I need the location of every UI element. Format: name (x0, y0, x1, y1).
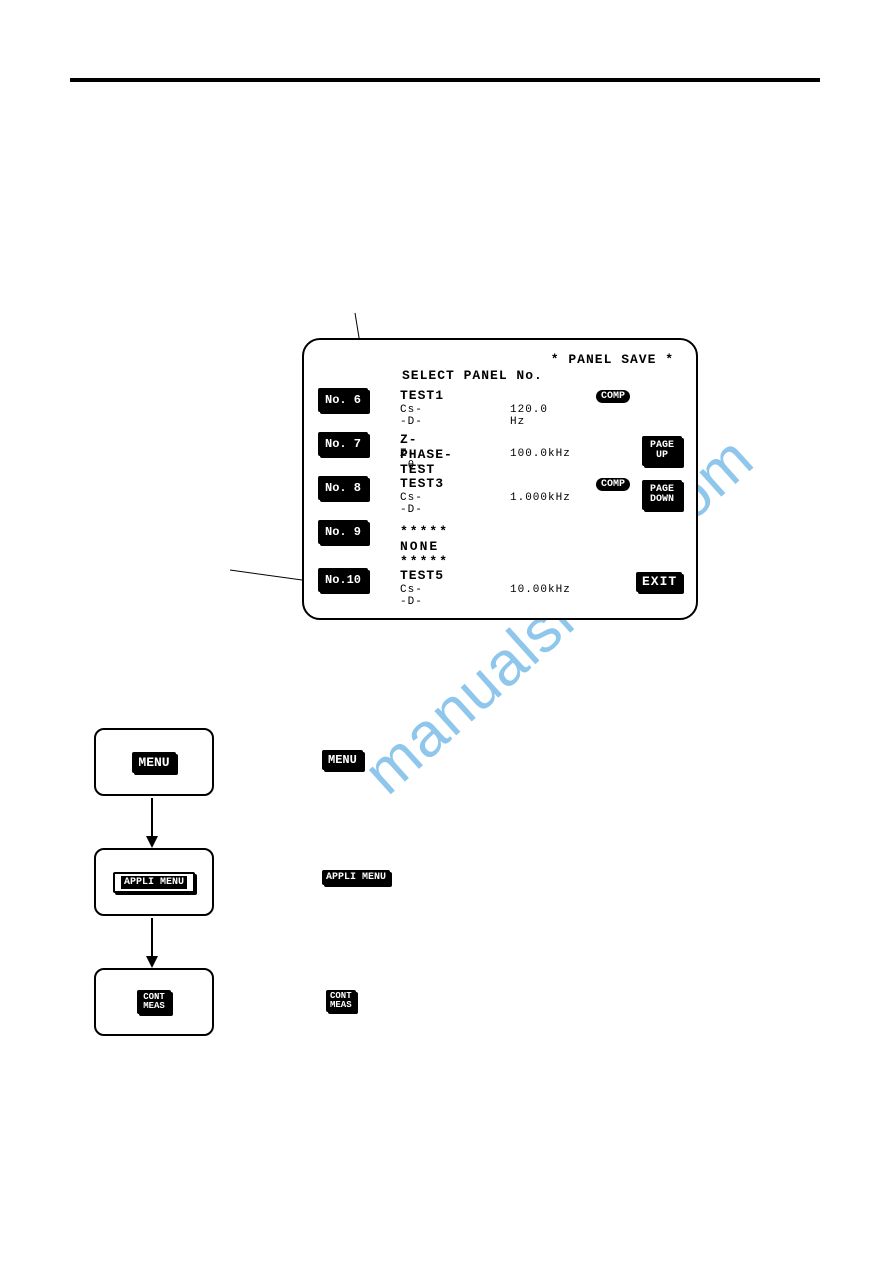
callout-lines (0, 0, 893, 1263)
panel-freq: 1.000kHz (510, 492, 571, 504)
panel-name: TEST3 (400, 476, 444, 491)
menu-button[interactable]: MENU (132, 752, 175, 773)
panel-no-button[interactable]: No. 7 (318, 432, 368, 456)
panel-title: * PANEL SAVE * (551, 352, 674, 367)
inline-appli-label: APPLI MENU (322, 870, 390, 885)
panel-freq: 100.0kHz (510, 448, 571, 460)
panel-params: Z- -θ- (400, 448, 423, 472)
panel-params: Cs- -D- (400, 492, 423, 516)
panel-no-button[interactable]: No. 9 (318, 520, 368, 544)
panel-row: No. 7 Z-PHASE-TEST Z- -θ- 100.0kHz (318, 432, 368, 474)
appli-menu-label: APPLI MENU (121, 876, 187, 889)
panel-no-button[interactable]: No. 8 (318, 476, 368, 500)
panel-freq: 10.00kHz (510, 584, 571, 596)
page-down-line2: DOWN (650, 494, 674, 505)
inline-menu-label: MENU (322, 750, 363, 770)
flow-step-appli-menu: APPLI MENU (94, 848, 214, 916)
inline-cont-label: CONT MEAS (326, 990, 356, 1012)
comp-badge: COMP (596, 478, 630, 491)
cont-meas-button[interactable]: CONT MEAS (137, 990, 171, 1014)
page-up-line2: UP (656, 450, 668, 461)
flow-step-cont-meas: CONT MEAS (94, 968, 214, 1036)
panel-no-button[interactable]: No.10 (318, 568, 368, 592)
panel-name: TEST5 (400, 568, 444, 583)
panel-params: Cs- -D- (400, 404, 423, 428)
header-rule (70, 78, 820, 82)
panel-row: No. 9 ***** NONE ***** (318, 520, 368, 562)
page-up-button[interactable]: PAGE UP (642, 436, 682, 466)
appli-menu-button[interactable]: APPLI MENU (113, 872, 195, 893)
panel-params: Cs- -D- (400, 584, 423, 608)
page-down-button[interactable]: PAGE DOWN (642, 480, 682, 510)
panel-row: No. 6 TEST1 Cs- -D- 120.0 Hz COMP (318, 388, 368, 430)
panel-row: No. 8 TEST3 Cs- -D- 1.000kHz COMP (318, 476, 368, 518)
comp-badge: COMP (596, 390, 630, 403)
panel-none: ***** NONE ***** (400, 524, 449, 569)
flow-step-menu: MENU (94, 728, 214, 796)
lcd-panel: * PANEL SAVE * SELECT PANEL No. No. 6 TE… (302, 338, 698, 620)
panel-select-label: SELECT PANEL No. (402, 368, 543, 383)
exit-button[interactable]: EXIT (636, 572, 682, 592)
cont-line2: MEAS (143, 1001, 165, 1011)
panel-no-button[interactable]: No. 6 (318, 388, 368, 412)
panel-row: No.10 TEST5 Cs- -D- 10.00kHz (318, 568, 368, 610)
panel-name: TEST1 (400, 388, 444, 403)
inline-cont-line2: MEAS (330, 1000, 352, 1010)
panel-freq: 120.0 Hz (510, 404, 548, 428)
